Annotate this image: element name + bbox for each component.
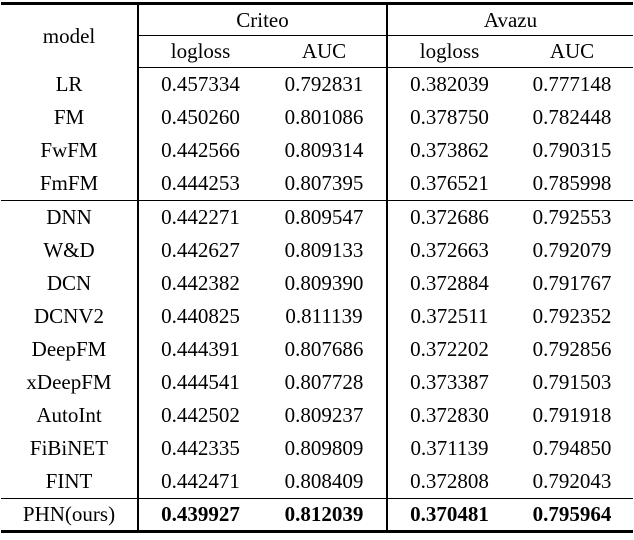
column-header-avazu-auc: AUC [511,35,633,68]
value-cell: 0.373862 [386,134,511,167]
metric-header-row: logloss AUC logloss AUC [1,35,633,68]
value-cell: 0.808409 [284,469,364,493]
value-cell: 0.442382 [137,267,262,300]
value-cell: 0.792079 [532,238,612,262]
model-cell: xDeepFM [26,370,112,394]
table-row-autoint: AutoInt 0.442502 0.809237 0.372830 0.791… [1,399,633,432]
value-cell: 0.790315 [532,138,612,162]
value-cell: 0.378750 [386,101,511,134]
column-group-criteo: Criteo [137,3,387,36]
column-header-criteo-logloss: logloss [137,35,262,68]
value-cell: 0.372511 [386,300,511,333]
value-cell: 0.791503 [532,370,612,394]
value-cell: 0.457334 [137,67,262,101]
dataset-header-row: model Criteo Avazu [1,3,633,46]
model-cell: LR [55,71,83,96]
value-cell: 0.792043 [532,469,612,493]
value-cell: 0.444253 [137,167,262,201]
value-cell: 0.809133 [284,238,364,262]
value-cell: 0.372884 [386,267,511,300]
table-row-wd: W&D 0.442627 0.809133 0.372663 0.792079 [1,234,633,267]
model-cell: FwFM [40,138,98,162]
value-cell: 0.442566 [137,134,262,167]
value-cell: 0.795964 [511,498,633,532]
table-row-phn-ours: PHN(ours) 0.439927 0.812039 0.370481 0.7… [1,498,633,532]
value-cell: 0.372202 [386,333,511,366]
value-cell: 0.372663 [386,234,511,267]
value-cell: 0.450260 [137,101,262,134]
value-cell: 0.782448 [532,105,612,129]
table-row-deepfm: DeepFM 0.444391 0.807686 0.372202 0.7928… [1,333,633,366]
model-cell: FINT [45,469,93,493]
model-cell: AutoInt [36,403,102,427]
value-cell: 0.794850 [532,436,612,460]
column-header-criteo-auc: AUC [262,35,387,68]
column-group-avazu: Avazu [386,3,633,36]
table-row-dcnv2: DCNV2 0.440825 0.811139 0.372511 0.79235… [1,300,633,333]
value-cell: 0.777148 [532,72,612,96]
value-cell: 0.807686 [284,337,364,361]
value-cell: 0.792856 [532,337,612,361]
value-cell: 0.372808 [386,465,511,499]
value-cell: 0.791918 [532,403,612,427]
value-cell: 0.372830 [386,399,511,432]
value-cell: 0.811139 [285,304,363,328]
value-cell: 0.807395 [284,171,364,195]
value-cell: 0.370481 [386,498,511,532]
value-cell: 0.373387 [386,366,511,399]
column-header-model: model [42,23,96,48]
value-cell: 0.442502 [137,399,262,432]
model-cell: DeepFM [31,337,107,361]
value-cell: 0.442335 [137,432,262,465]
value-cell: 0.809314 [284,138,364,162]
value-cell: 0.442271 [137,200,262,234]
value-cell: 0.809237 [284,403,364,427]
value-cell: 0.439927 [137,498,262,532]
table-row-fm: FM 0.450260 0.801086 0.378750 0.782448 [1,101,633,134]
value-cell: 0.372686 [386,200,511,234]
table-row-dnn: DNN 0.442271 0.809547 0.372686 0.792553 [1,200,633,234]
model-cell: PHN(ours) [1,498,138,532]
value-cell: 0.440825 [137,300,262,333]
value-cell: 0.444391 [137,333,262,366]
table-row-dcn: DCN 0.442382 0.809390 0.372884 0.791767 [1,267,633,300]
value-cell: 0.801086 [284,105,364,129]
value-cell: 0.791767 [532,271,612,295]
column-header-avazu-logloss: logloss [386,35,511,68]
value-cell: 0.444541 [137,366,262,399]
value-cell: 0.809809 [284,436,364,460]
table-row-fibinet: FiBiNET 0.442335 0.809809 0.371139 0.794… [1,432,633,465]
model-cell: FM [53,105,85,129]
model-cell: DCNV2 [33,304,104,328]
model-cell: FmFM [39,171,99,195]
value-cell: 0.382039 [386,67,511,101]
value-cell: 0.785998 [532,171,612,195]
value-cell: 0.809390 [284,271,364,295]
value-cell: 0.809547 [262,200,387,234]
value-cell: 0.371139 [386,432,511,465]
table-row-xdeepfm: xDeepFM 0.444541 0.807728 0.373387 0.791… [1,366,633,399]
value-cell: 0.792352 [532,304,612,328]
value-cell: 0.792831 [284,72,364,96]
model-cell: FiBiNET [29,436,109,460]
table-row-fint: FINT 0.442471 0.808409 0.372808 0.792043 [1,465,633,499]
table-row-fwfm: FwFM 0.442566 0.809314 0.373862 0.790315 [1,134,633,167]
value-cell: 0.442471 [137,465,262,499]
value-cell: 0.812039 [262,498,387,532]
value-cell: 0.792553 [511,200,633,234]
value-cell: 0.807728 [284,370,364,394]
model-cell: W&D [43,238,95,262]
value-cell: 0.376521 [386,167,511,201]
model-cell: DCN [46,271,92,295]
table-row-fmfm: FmFM 0.444253 0.807395 0.376521 0.785998 [1,167,633,201]
value-cell: 0.442627 [137,234,262,267]
table-row-lr: LR 0.457334 0.792831 0.382039 0.777148 [1,67,633,101]
model-cell: DNN [1,200,138,234]
